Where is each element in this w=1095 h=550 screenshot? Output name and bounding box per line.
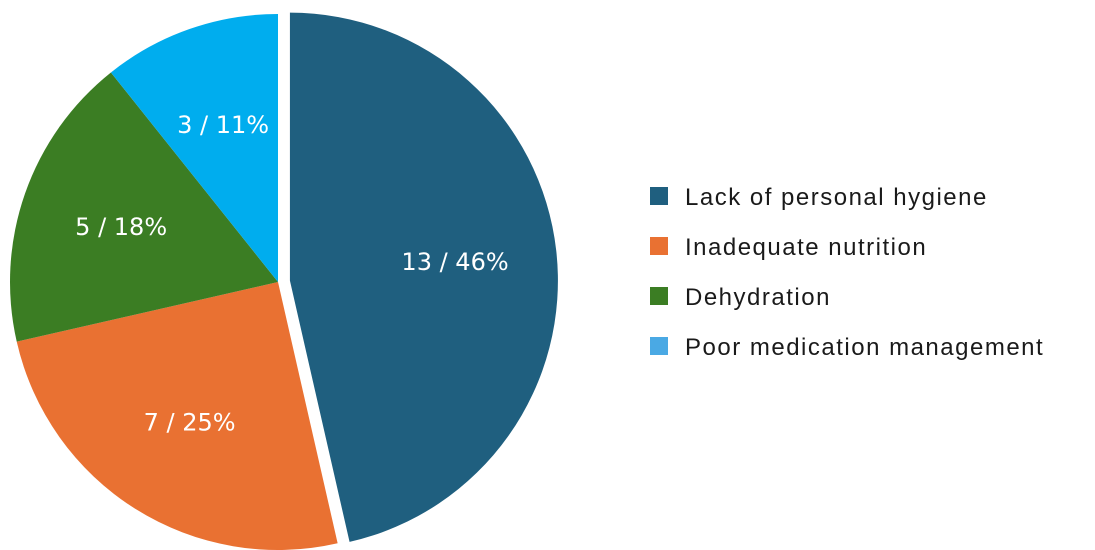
pie-slice-poor-medication-management (110, 14, 279, 282)
pie-slice-inadequate-nutrition (16, 282, 338, 550)
legend-label: Poor medication management (685, 334, 1044, 361)
legend-label: Dehydration (685, 284, 831, 311)
legend-swatch (650, 187, 668, 205)
legend-item-poor-medication-management: Poor medication management (650, 334, 1044, 361)
slice-data-label: 7 / 25% (144, 409, 236, 437)
legend-item-dehydration: Dehydration (650, 284, 831, 311)
slice-data-label: 13 / 46% (401, 248, 508, 276)
legend-item-lack-of-personal-hygiene: Lack of personal hygiene (650, 184, 988, 211)
pie-slice-labels: 13 / 46% 7 / 25% 5 / 18% 3 / 11% (75, 111, 508, 437)
pie-slice-dehydration (9, 72, 278, 342)
legend-label: Lack of personal hygiene (685, 184, 988, 211)
pie-slices (9, 12, 558, 550)
slice-data-label: 5 / 18% (75, 213, 167, 241)
legend-swatch (650, 337, 668, 355)
legend: Lack of personal hygiene Inadequate nutr… (650, 184, 1044, 361)
legend-swatch (650, 237, 668, 255)
legend-item-inadequate-nutrition: Inadequate nutrition (650, 234, 927, 261)
slice-data-label: 3 / 11% (177, 111, 269, 139)
legend-swatch (650, 287, 668, 305)
legend-label: Inadequate nutrition (685, 234, 927, 261)
pie-slice-lack-of-personal-hygiene (289, 12, 558, 542)
